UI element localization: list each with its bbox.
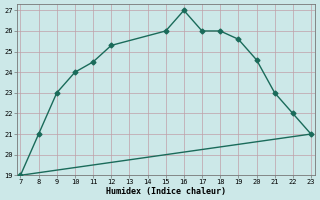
X-axis label: Humidex (Indice chaleur): Humidex (Indice chaleur) xyxy=(106,187,226,196)
